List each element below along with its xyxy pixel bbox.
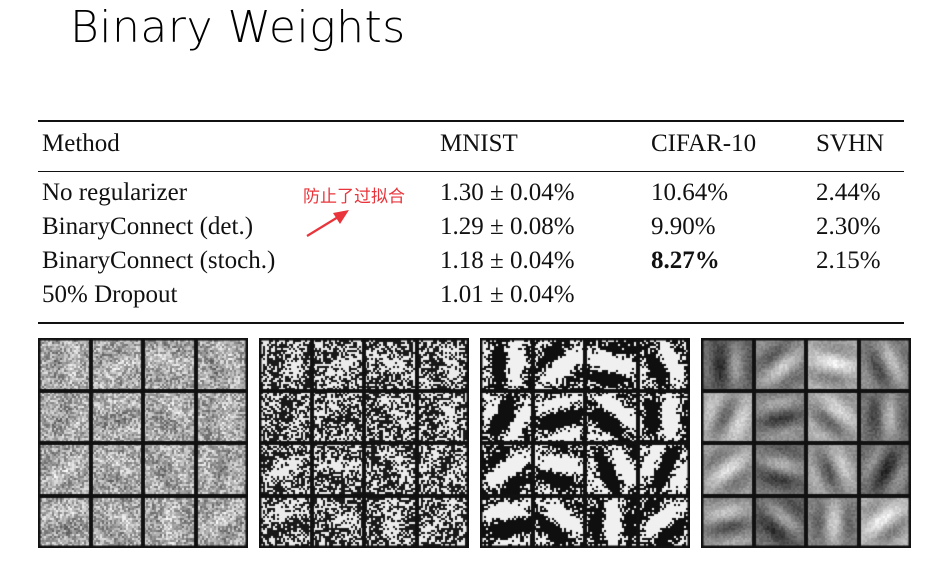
weight-panel-dropout — [701, 338, 911, 548]
row-svhn: 2.30% — [816, 213, 881, 240]
table-header-rule — [38, 171, 904, 172]
row-mnist: 1.01 ± 0.04% — [440, 281, 575, 308]
weight-filters-image — [480, 338, 690, 548]
table-top-rule — [38, 120, 904, 122]
row-cifar-best: 8.27% — [651, 247, 720, 274]
header-mnist: MNIST — [440, 130, 518, 157]
row-method: No regularizer — [42, 179, 188, 206]
header-cifar10: CIFAR-10 — [651, 130, 757, 157]
row-method: 50% Dropout — [42, 281, 178, 308]
row-svhn: 2.15% — [816, 247, 881, 274]
row-method: BinaryConnect (det.) — [42, 213, 254, 240]
weight-panel-binaryconnect-stoch — [480, 338, 690, 548]
row-svhn: 2.44% — [816, 179, 881, 206]
row-mnist: 1.29 ± 0.08% — [440, 213, 575, 240]
weight-filters-image — [701, 338, 911, 548]
header-svhn: SVHN — [816, 130, 885, 157]
slide-title: Binary Weights — [70, 2, 406, 53]
header-method: Method — [42, 130, 120, 157]
row-cifar: 10.64% — [651, 179, 729, 206]
weight-filters-image — [259, 338, 469, 548]
weight-panel-no-regularizer — [38, 338, 248, 548]
row-mnist: 1.18 ± 0.04% — [440, 247, 575, 274]
row-cifar: 9.90% — [651, 213, 716, 240]
table-bottom-rule — [38, 322, 904, 324]
weight-panel-binaryconnect-det — [259, 338, 469, 548]
overfitting-annotation: 防止了过拟合 — [303, 187, 405, 207]
weight-filters-image — [38, 338, 248, 548]
annotation-arrow-icon — [306, 210, 349, 237]
row-method: BinaryConnect (stoch.) — [42, 247, 276, 274]
row-mnist: 1.30 ± 0.04% — [440, 179, 575, 206]
